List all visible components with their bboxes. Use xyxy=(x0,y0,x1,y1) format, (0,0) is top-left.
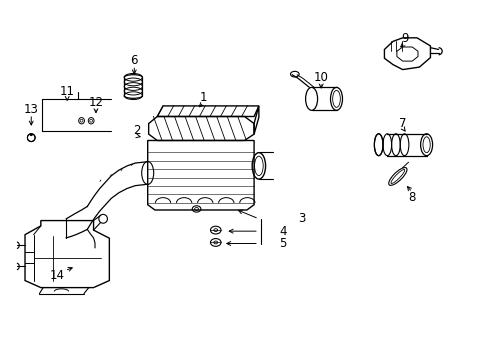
Text: 4: 4 xyxy=(279,225,286,238)
Text: 8: 8 xyxy=(407,191,415,204)
Text: 3: 3 xyxy=(298,212,305,225)
Text: 12: 12 xyxy=(88,96,103,109)
Text: 2: 2 xyxy=(133,124,140,137)
Text: 10: 10 xyxy=(313,71,328,84)
Text: 14: 14 xyxy=(50,269,65,282)
Text: 7: 7 xyxy=(398,117,406,130)
Text: 11: 11 xyxy=(60,85,75,98)
Text: 9: 9 xyxy=(401,32,408,45)
Text: 5: 5 xyxy=(279,237,286,250)
Text: 13: 13 xyxy=(24,103,39,116)
Text: 1: 1 xyxy=(200,91,207,104)
Text: 6: 6 xyxy=(130,54,138,67)
